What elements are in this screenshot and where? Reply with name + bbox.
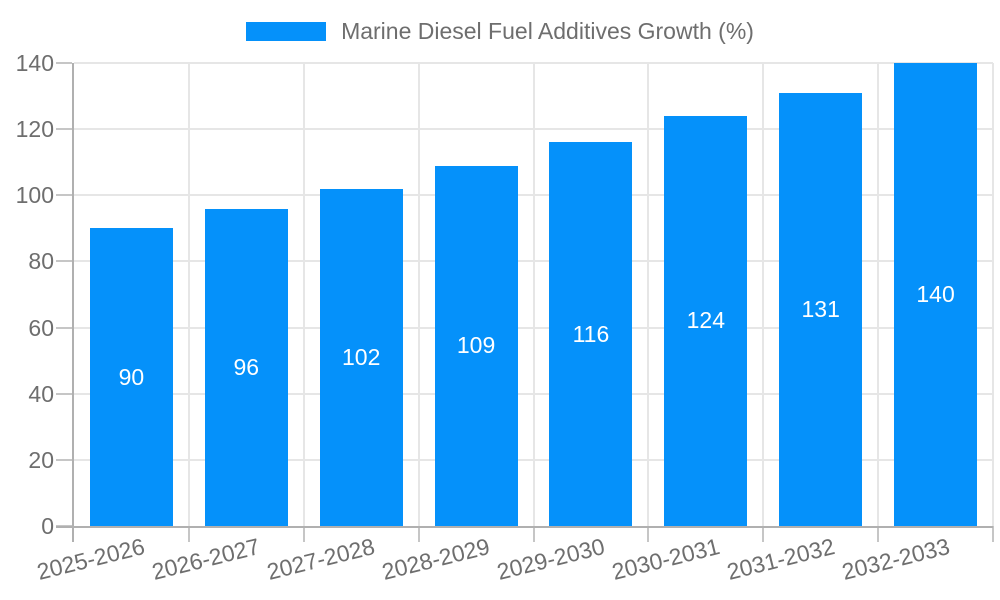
bar[interactable]: 140 (894, 63, 978, 526)
x-axis-line (56, 526, 993, 528)
bar[interactable]: 90 (89, 228, 173, 526)
bar-value-label: 140 (916, 281, 955, 307)
x-tick-label: 2031-2032 (723, 533, 837, 585)
y-tick-mark (56, 392, 72, 395)
y-tick-label: 0 (41, 513, 54, 539)
x-tick-mark (417, 526, 420, 542)
bar[interactable]: 96 (204, 208, 288, 526)
y-tick-label: 40 (28, 380, 54, 407)
y-tick-label: 140 (15, 50, 54, 76)
x-tick-label: 2030-2031 (609, 533, 723, 585)
bar[interactable]: 109 (434, 165, 518, 526)
x-tick-mark (877, 526, 880, 542)
v-gridline (532, 63, 535, 526)
x-tick-label: 2025-2026 (34, 533, 148, 585)
bar[interactable]: 116 (549, 142, 633, 526)
y-tick-mark (56, 128, 72, 131)
chart-legend: Marine Diesel Fuel Additives Growth (%) (0, 18, 1000, 45)
x-tick-label: 2027-2028 (264, 533, 378, 585)
x-tick-mark (647, 526, 650, 542)
bar-value-label: 102 (342, 343, 381, 370)
y-tick-mark (56, 194, 72, 197)
x-tick-mark (762, 526, 765, 542)
bar[interactable]: 131 (779, 92, 863, 526)
y-tick-label: 100 (15, 182, 54, 209)
x-tick-label: 2026-2027 (149, 533, 263, 585)
x-tick-label: 2029-2030 (494, 533, 608, 585)
x-tick-mark (187, 526, 190, 542)
y-tick-label: 20 (28, 446, 54, 473)
x-tick-label: 2032-2033 (838, 533, 952, 585)
v-gridline (187, 63, 190, 526)
y-axis-line (72, 63, 74, 542)
x-tick-label: 2028-2029 (379, 533, 493, 585)
y-tick-label: 60 (28, 314, 54, 341)
v-gridline (302, 63, 305, 526)
x-tick-mark (992, 526, 994, 542)
v-gridline (647, 63, 650, 526)
v-gridline (417, 63, 420, 526)
y-tick-mark (56, 458, 72, 461)
bar[interactable]: 102 (319, 188, 403, 526)
bar-value-label: 116 (572, 320, 610, 347)
legend-label: Marine Diesel Fuel Additives Growth (%) (341, 18, 754, 44)
bar-value-label: 109 (456, 332, 496, 359)
v-gridline (992, 63, 994, 526)
y-tick-mark (56, 260, 72, 263)
bar[interactable]: 124 (664, 115, 748, 526)
y-tick-mark (56, 326, 72, 329)
bar-value-label: 96 (233, 353, 260, 380)
x-tick-mark (532, 526, 535, 542)
y-tick-label: 80 (28, 248, 54, 275)
bar-value-label: 124 (686, 307, 725, 334)
legend-swatch (246, 22, 327, 41)
y-tick-mark (56, 62, 72, 64)
x-tick-mark (302, 526, 305, 542)
y-tick-label: 120 (15, 116, 54, 143)
bar-value-label: 90 (118, 363, 145, 390)
v-gridline (877, 63, 880, 526)
v-gridline (762, 63, 765, 526)
bar-value-label: 131 (801, 295, 840, 322)
